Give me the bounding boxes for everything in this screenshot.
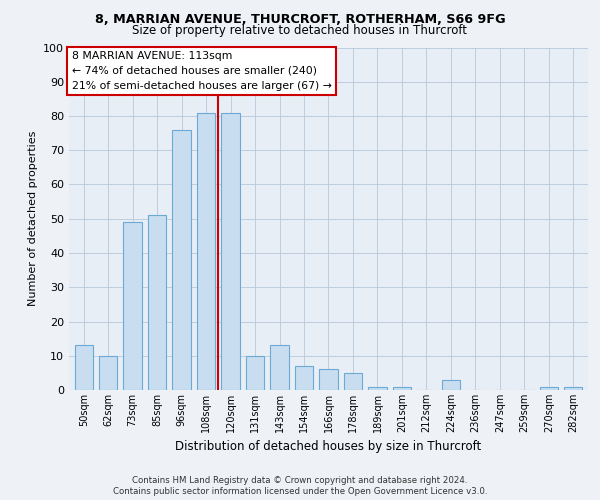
Bar: [393, 386, 411, 390]
Bar: [319, 370, 338, 390]
Bar: [442, 380, 460, 390]
Bar: [246, 356, 264, 390]
Bar: [148, 216, 166, 390]
Bar: [271, 346, 289, 390]
Bar: [295, 366, 313, 390]
Text: Size of property relative to detached houses in Thurcroft: Size of property relative to detached ho…: [133, 24, 467, 37]
X-axis label: Distribution of detached houses by size in Thurcroft: Distribution of detached houses by size …: [175, 440, 482, 454]
Text: 8, MARRIAN AVENUE, THURCROFT, ROTHERHAM, S66 9FG: 8, MARRIAN AVENUE, THURCROFT, ROTHERHAM,…: [95, 13, 505, 26]
Text: Contains public sector information licensed under the Open Government Licence v3: Contains public sector information licen…: [113, 487, 487, 496]
Bar: [197, 112, 215, 390]
Y-axis label: Number of detached properties: Number of detached properties: [28, 131, 38, 306]
Text: Contains HM Land Registry data © Crown copyright and database right 2024.: Contains HM Land Registry data © Crown c…: [132, 476, 468, 485]
Bar: [99, 356, 118, 390]
Bar: [368, 386, 386, 390]
Bar: [564, 386, 583, 390]
Bar: [539, 386, 558, 390]
Bar: [221, 112, 240, 390]
Text: 8 MARRIAN AVENUE: 113sqm
← 74% of detached houses are smaller (240)
21% of semi-: 8 MARRIAN AVENUE: 113sqm ← 74% of detach…: [71, 51, 331, 90]
Bar: [172, 130, 191, 390]
Bar: [74, 346, 93, 390]
Bar: [124, 222, 142, 390]
Bar: [344, 373, 362, 390]
